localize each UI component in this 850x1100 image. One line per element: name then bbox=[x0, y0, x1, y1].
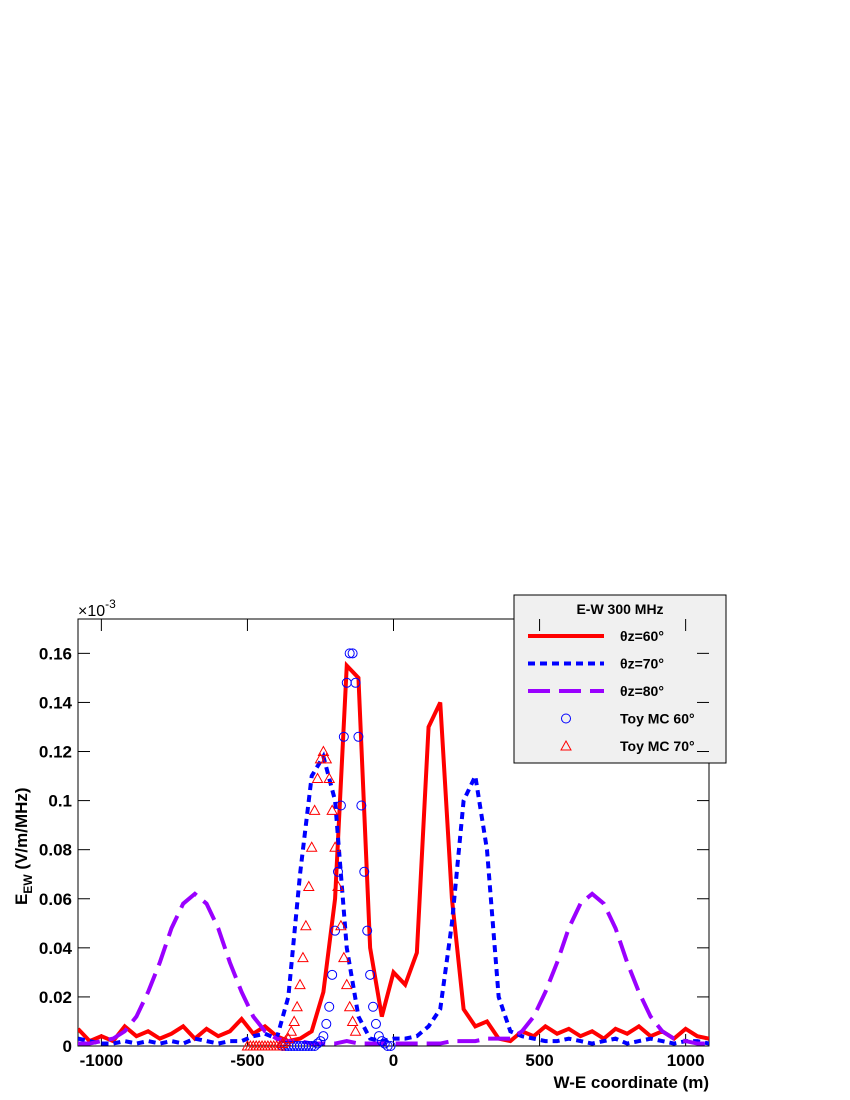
series-line bbox=[78, 751, 709, 1046]
legend-box bbox=[513, 594, 727, 764]
data-point bbox=[294, 978, 306, 990]
data-point bbox=[370, 1018, 381, 1029]
y-tick-label: 0.08 bbox=[39, 841, 72, 860]
x-tick-label: -500 bbox=[230, 1051, 264, 1070]
y-tick-label: 0.04 bbox=[39, 939, 73, 958]
data-point bbox=[340, 978, 353, 990]
y-tick-label: 0.16 bbox=[39, 644, 72, 663]
data-point bbox=[385, 1041, 396, 1051]
legend-label: Toy MC 60° bbox=[620, 711, 695, 727]
y-tick-label: 0.14 bbox=[39, 693, 73, 712]
data-point bbox=[350, 677, 361, 688]
data-point bbox=[311, 772, 324, 784]
legend-label: θz=80° bbox=[620, 683, 664, 699]
x-tick-label: 1000 bbox=[667, 1051, 705, 1070]
series-line bbox=[78, 660, 709, 1044]
data-point bbox=[302, 880, 315, 891]
x-tick-label: -1000 bbox=[80, 1051, 123, 1070]
y-tick-label: 0.06 bbox=[39, 890, 72, 909]
y-multiplier-base: ×10 bbox=[78, 603, 105, 620]
y-label-sub: EW bbox=[21, 874, 35, 894]
data-point bbox=[308, 804, 321, 815]
data-point bbox=[318, 1031, 329, 1042]
data-point bbox=[297, 951, 309, 963]
x-tick-label: 500 bbox=[525, 1051, 553, 1070]
legend-marker bbox=[561, 713, 571, 724]
legend-title: E-W 300 MHz bbox=[576, 601, 663, 617]
data-point bbox=[353, 731, 364, 742]
x-tick-label: 0 bbox=[389, 1051, 398, 1070]
data-point bbox=[306, 1041, 317, 1051]
data-point bbox=[335, 919, 347, 931]
legend-marker bbox=[560, 739, 572, 751]
data-point bbox=[347, 648, 358, 659]
data-point bbox=[321, 1018, 332, 1029]
data-point bbox=[314, 752, 327, 764]
x-axis-label: W-E coordinate (m) bbox=[554, 1073, 710, 1092]
data-point bbox=[335, 800, 346, 811]
series-line bbox=[78, 891, 709, 1046]
y-label-unit: (V/m/MHz) bbox=[12, 787, 31, 874]
data-point bbox=[343, 1000, 356, 1012]
data-point bbox=[305, 841, 318, 852]
data-point bbox=[282, 1032, 295, 1044]
data-point bbox=[324, 1001, 335, 1012]
data-point bbox=[382, 1041, 393, 1051]
y-multiplier: ×10-3 bbox=[78, 597, 116, 620]
data-point bbox=[373, 1031, 384, 1042]
data-point bbox=[365, 969, 376, 980]
legend-label: Toy MC 70° bbox=[620, 738, 695, 754]
y-label-main: E bbox=[12, 894, 31, 905]
data-point bbox=[317, 745, 330, 757]
data-point bbox=[362, 925, 373, 936]
data-point bbox=[329, 841, 341, 852]
data-point bbox=[327, 969, 338, 980]
data-point bbox=[330, 925, 341, 936]
data-point bbox=[359, 866, 370, 877]
data-point bbox=[346, 1015, 359, 1026]
data-point bbox=[376, 1036, 387, 1047]
legend-label: θz=60° bbox=[620, 628, 664, 644]
data-point bbox=[332, 880, 344, 891]
data-point bbox=[349, 1025, 362, 1036]
data-point bbox=[326, 804, 339, 815]
y-tick-label: 0.02 bbox=[39, 988, 72, 1007]
legend: E-W 300 MHz θz=60° θz=70° θz=80° Toy MC 60°… bbox=[513, 594, 727, 764]
data-point bbox=[288, 1015, 301, 1026]
data-point bbox=[338, 731, 349, 742]
data-point bbox=[368, 1001, 379, 1012]
y-tick-label: 0.1 bbox=[48, 792, 72, 811]
data-point bbox=[332, 866, 343, 877]
data-point bbox=[279, 1035, 292, 1046]
y-tick-label: 0.12 bbox=[39, 743, 72, 762]
data-point bbox=[323, 772, 336, 784]
data-point bbox=[344, 648, 355, 659]
data-point bbox=[309, 1041, 320, 1051]
data-point bbox=[356, 800, 367, 811]
legend-label: θz=70° bbox=[620, 656, 664, 672]
data-point bbox=[300, 919, 312, 931]
data-point bbox=[291, 1000, 303, 1012]
data-point bbox=[337, 951, 350, 963]
y-axis-label: EEW (V/m/MHz) bbox=[12, 787, 35, 905]
data-point bbox=[315, 1036, 326, 1047]
data-point bbox=[320, 752, 333, 764]
data-point bbox=[312, 1038, 323, 1049]
data-point bbox=[379, 1038, 390, 1049]
data-point bbox=[285, 1025, 298, 1036]
y-tick-label: 0 bbox=[63, 1037, 72, 1056]
y-multiplier-exp: -3 bbox=[105, 597, 116, 611]
